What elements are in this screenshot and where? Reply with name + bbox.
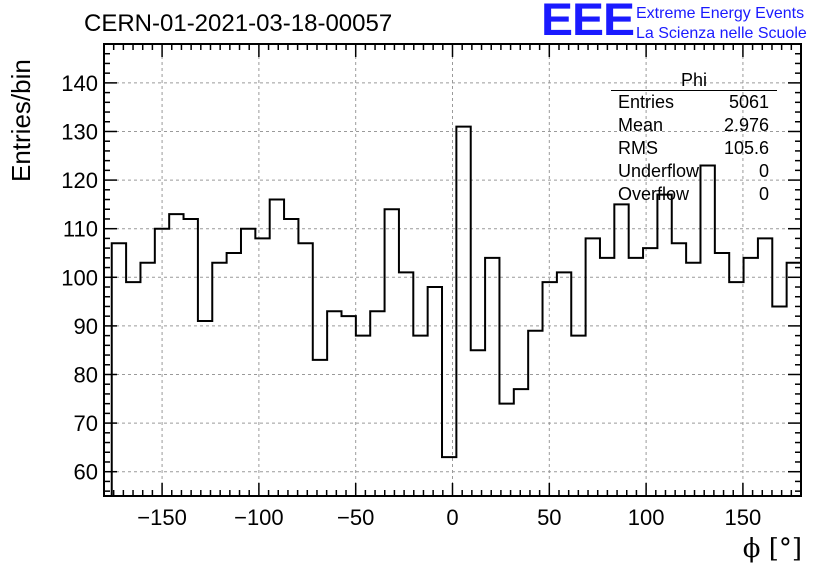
x-tick-label: −50 [337,505,374,530]
y-tick-label: 110 [63,217,98,242]
y-tick-label: 90 [74,314,98,339]
x-tick-label: 100 [628,505,665,530]
x-tick-label: 0 [446,505,458,530]
stats-row-overflow: Overflow 0 [611,183,777,206]
stats-value: 0 [758,161,769,181]
stats-key: Entries [618,92,675,112]
stats-box-title: Phi [611,70,777,91]
x-tick-label: −150 [137,505,187,530]
stats-row-underflow: Underflow 0 [611,160,777,183]
stats-key: RMS [618,138,658,158]
y-tick-label: 60 [74,460,98,485]
y-axis-label: Entries/bin [6,59,36,182]
axis-ticks [104,43,801,496]
x-tick-label: 150 [725,505,762,530]
logo-subtitle-line2: La Scienza nelle Scuole [636,25,807,42]
eee-logo: EEE [541,0,635,46]
plot-title: CERN-01-2021-03-18-00057 [84,10,393,37]
grid-lines [104,44,801,496]
y-tick-label: 130 [61,119,98,144]
stats-key: Mean [618,115,664,135]
logo-subtitle-line1: Extreme Energy Events [636,5,805,22]
x-axis-label: ϕ [°] [742,534,802,564]
stats-row-rms: RMS 105.6 [611,137,777,160]
x-tick-label: −100 [234,505,284,530]
y-tick-label: 140 [61,71,98,96]
stats-row-entries: Entries 5061 [611,91,777,114]
stats-box: Phi Entries 5061 Mean 2.976 RMS 105.6 Un… [611,70,777,206]
histogram-series-phi [110,125,802,496]
stats-value: 5061 [728,92,769,112]
stats-value: 0 [758,184,769,204]
y-tick-label: 100 [61,265,98,290]
y-tick-label: 120 [61,168,98,193]
x-tick-label: 50 [537,505,561,530]
stats-key: Overflow [618,184,690,204]
y-tick-label: 80 [74,362,98,387]
y-tick-label: 70 [74,411,98,436]
stats-value: 2.976 [723,115,769,135]
stats-key: Underflow [618,161,700,181]
axis-tick-labels: −150 −100 −50 0 50 100 150 60 70 80 90 100 110 120 130… [61,71,761,530]
stats-value: 105.6 [723,138,769,158]
stats-row-mean: Mean 2.976 [611,114,777,137]
